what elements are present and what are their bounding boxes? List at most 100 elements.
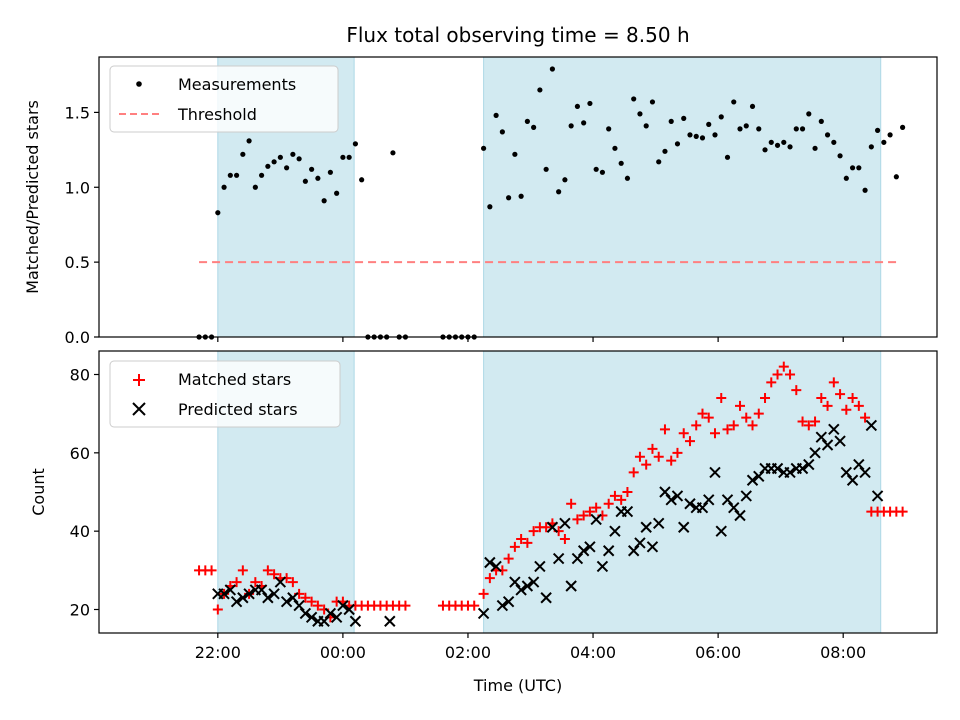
- y-tick-label: 80: [70, 366, 90, 385]
- matched-star-point: [791, 385, 802, 396]
- measurement-point: [874, 127, 881, 133]
- predicted-star-point: [287, 592, 299, 604]
- matched-star-point: [810, 416, 821, 427]
- matched-star-point: [287, 577, 298, 588]
- measurement-point: [624, 175, 631, 181]
- y-tick-label: 1.0: [65, 178, 90, 197]
- matched-star-point: [634, 451, 645, 462]
- measurement-point: [631, 96, 637, 102]
- measurement-point: [868, 144, 874, 150]
- measurement-point: [352, 141, 359, 147]
- y-tick-label: 0.0: [65, 328, 90, 347]
- predicted-star-point: [796, 462, 809, 475]
- predicted-star-point: [552, 552, 565, 565]
- matched-star-point: [741, 412, 752, 423]
- measurement-point: [321, 198, 327, 204]
- predicted-star-point: [577, 545, 590, 557]
- predicted-star-point: [627, 545, 640, 557]
- predicted-star-point: [305, 611, 318, 624]
- measurement-point: [662, 148, 668, 154]
- matched-star-point: [828, 377, 839, 388]
- measurement-point: [562, 177, 568, 183]
- measurement-point: [543, 166, 549, 172]
- measurement-point: [258, 172, 265, 178]
- matched-star-point: [509, 541, 520, 552]
- matched-star-point: [728, 420, 739, 431]
- matched-star-point: [528, 526, 539, 537]
- predicted-star-point: [678, 521, 690, 533]
- predicted-star-point: [559, 517, 571, 530]
- y-tick-label: 40: [70, 522, 90, 541]
- predicted-star-point: [349, 615, 362, 627]
- predicted-star-point: [324, 607, 337, 620]
- predicted-star-point: [659, 486, 671, 498]
- measurement-point: [302, 178, 308, 184]
- matched-star-point: [709, 428, 720, 439]
- predicted-star-point: [527, 576, 540, 588]
- predicted-star-point: [653, 517, 665, 530]
- measurement-point: [706, 121, 712, 127]
- matched-star-point: [478, 588, 489, 599]
- predicted-star-point: [846, 474, 859, 486]
- predicted-star-point: [280, 595, 293, 608]
- measurement-point: [637, 111, 643, 117]
- predicted-star-point: [771, 462, 784, 475]
- top-panel-ylabel: Matched/Predicted stars: [23, 100, 42, 294]
- matched-star-point: [822, 400, 833, 411]
- matched-star-point: [766, 377, 777, 388]
- predicted-star-point: [540, 592, 552, 604]
- matched-star-point: [628, 467, 639, 478]
- predicted-star-point: [728, 501, 740, 514]
- measurement-point: [818, 118, 824, 124]
- measurement-point: [499, 129, 505, 135]
- matched-star-point: [269, 569, 280, 580]
- measurement-point: [271, 159, 277, 165]
- predicted-star-point: [803, 458, 815, 471]
- y-tick-label: 20: [70, 601, 90, 620]
- predicted-star-point: [299, 607, 312, 620]
- matched-star-point: [684, 436, 695, 447]
- matched-star-point: [760, 393, 771, 403]
- measurement-point: [606, 126, 612, 132]
- predicted-star-point: [821, 439, 834, 451]
- matched-star-point: [503, 553, 514, 564]
- measurement-point: [277, 154, 283, 160]
- matched-star-point: [231, 577, 242, 588]
- measurement-point: [862, 187, 868, 193]
- measurement-point: [656, 159, 662, 165]
- matched-star-point: [622, 487, 633, 497]
- predicted-star-point: [646, 541, 659, 553]
- measurement-point: [568, 123, 574, 129]
- measurement-point: [518, 193, 524, 199]
- matched-star-point: [566, 498, 577, 509]
- matched-star-point: [897, 506, 908, 517]
- legend-predicted-marker: [132, 402, 146, 416]
- predicted-star-point: [865, 419, 878, 432]
- predicted-star-point: [490, 560, 502, 573]
- matched-star-point: [666, 455, 677, 466]
- measurement-point: [762, 147, 768, 153]
- legend-predicted: Predicted stars: [178, 400, 298, 419]
- measurement-point: [309, 166, 315, 172]
- measurement-point: [315, 175, 321, 181]
- measurement-point: [687, 132, 693, 138]
- predicted-star-point: [746, 474, 759, 486]
- matched-star-point: [484, 573, 495, 584]
- predicted-star-point: [809, 447, 821, 459]
- measurement-point: [346, 154, 352, 160]
- predicted-star-point: [734, 509, 746, 522]
- measurement-point: [699, 135, 706, 141]
- legend-threshold: Threshold: [177, 105, 257, 124]
- chart-title: Flux total observing time = 8.50 h: [346, 23, 689, 47]
- matched-star-point: [735, 400, 746, 411]
- x-tick-label: 22:00: [195, 643, 241, 662]
- predicted-star-point: [293, 599, 305, 612]
- predicted-star-point: [715, 525, 727, 537]
- measurement-point: [506, 195, 512, 201]
- matched-star-point: [659, 424, 670, 435]
- x-axis-label: Time (UTC): [473, 676, 562, 695]
- x-tick-label: 00:00: [320, 643, 366, 662]
- predicted-star-point: [621, 505, 634, 518]
- measurement-point: [856, 165, 862, 171]
